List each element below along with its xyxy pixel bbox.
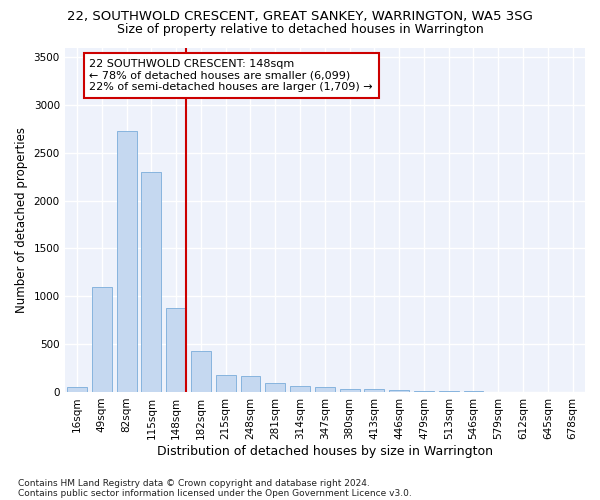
Bar [414,391,434,392]
Text: 22 SOUTHWOLD CRESCENT: 148sqm
← 78% of detached houses are smaller (6,099)
22% o: 22 SOUTHWOLD CRESCENT: 148sqm ← 78% of d… [89,59,373,92]
Bar [290,386,310,392]
Bar [166,308,186,392]
Text: Contains HM Land Registry data © Crown copyright and database right 2024.: Contains HM Land Registry data © Crown c… [18,478,370,488]
Text: 22, SOUTHWOLD CRESCENT, GREAT SANKEY, WARRINGTON, WA5 3SG: 22, SOUTHWOLD CRESCENT, GREAT SANKEY, WA… [67,10,533,23]
Bar [92,286,112,392]
Bar [117,130,137,392]
Bar [265,383,285,392]
Bar [191,351,211,392]
Bar [340,389,359,392]
Bar [241,376,260,392]
X-axis label: Distribution of detached houses by size in Warrington: Distribution of detached houses by size … [157,444,493,458]
Y-axis label: Number of detached properties: Number of detached properties [15,126,28,312]
Text: Contains public sector information licensed under the Open Government Licence v3: Contains public sector information licen… [18,488,412,498]
Bar [315,386,335,392]
Bar [216,375,236,392]
Bar [389,390,409,392]
Bar [364,389,385,392]
Text: Size of property relative to detached houses in Warrington: Size of property relative to detached ho… [116,22,484,36]
Bar [67,386,87,392]
Bar [142,172,161,392]
